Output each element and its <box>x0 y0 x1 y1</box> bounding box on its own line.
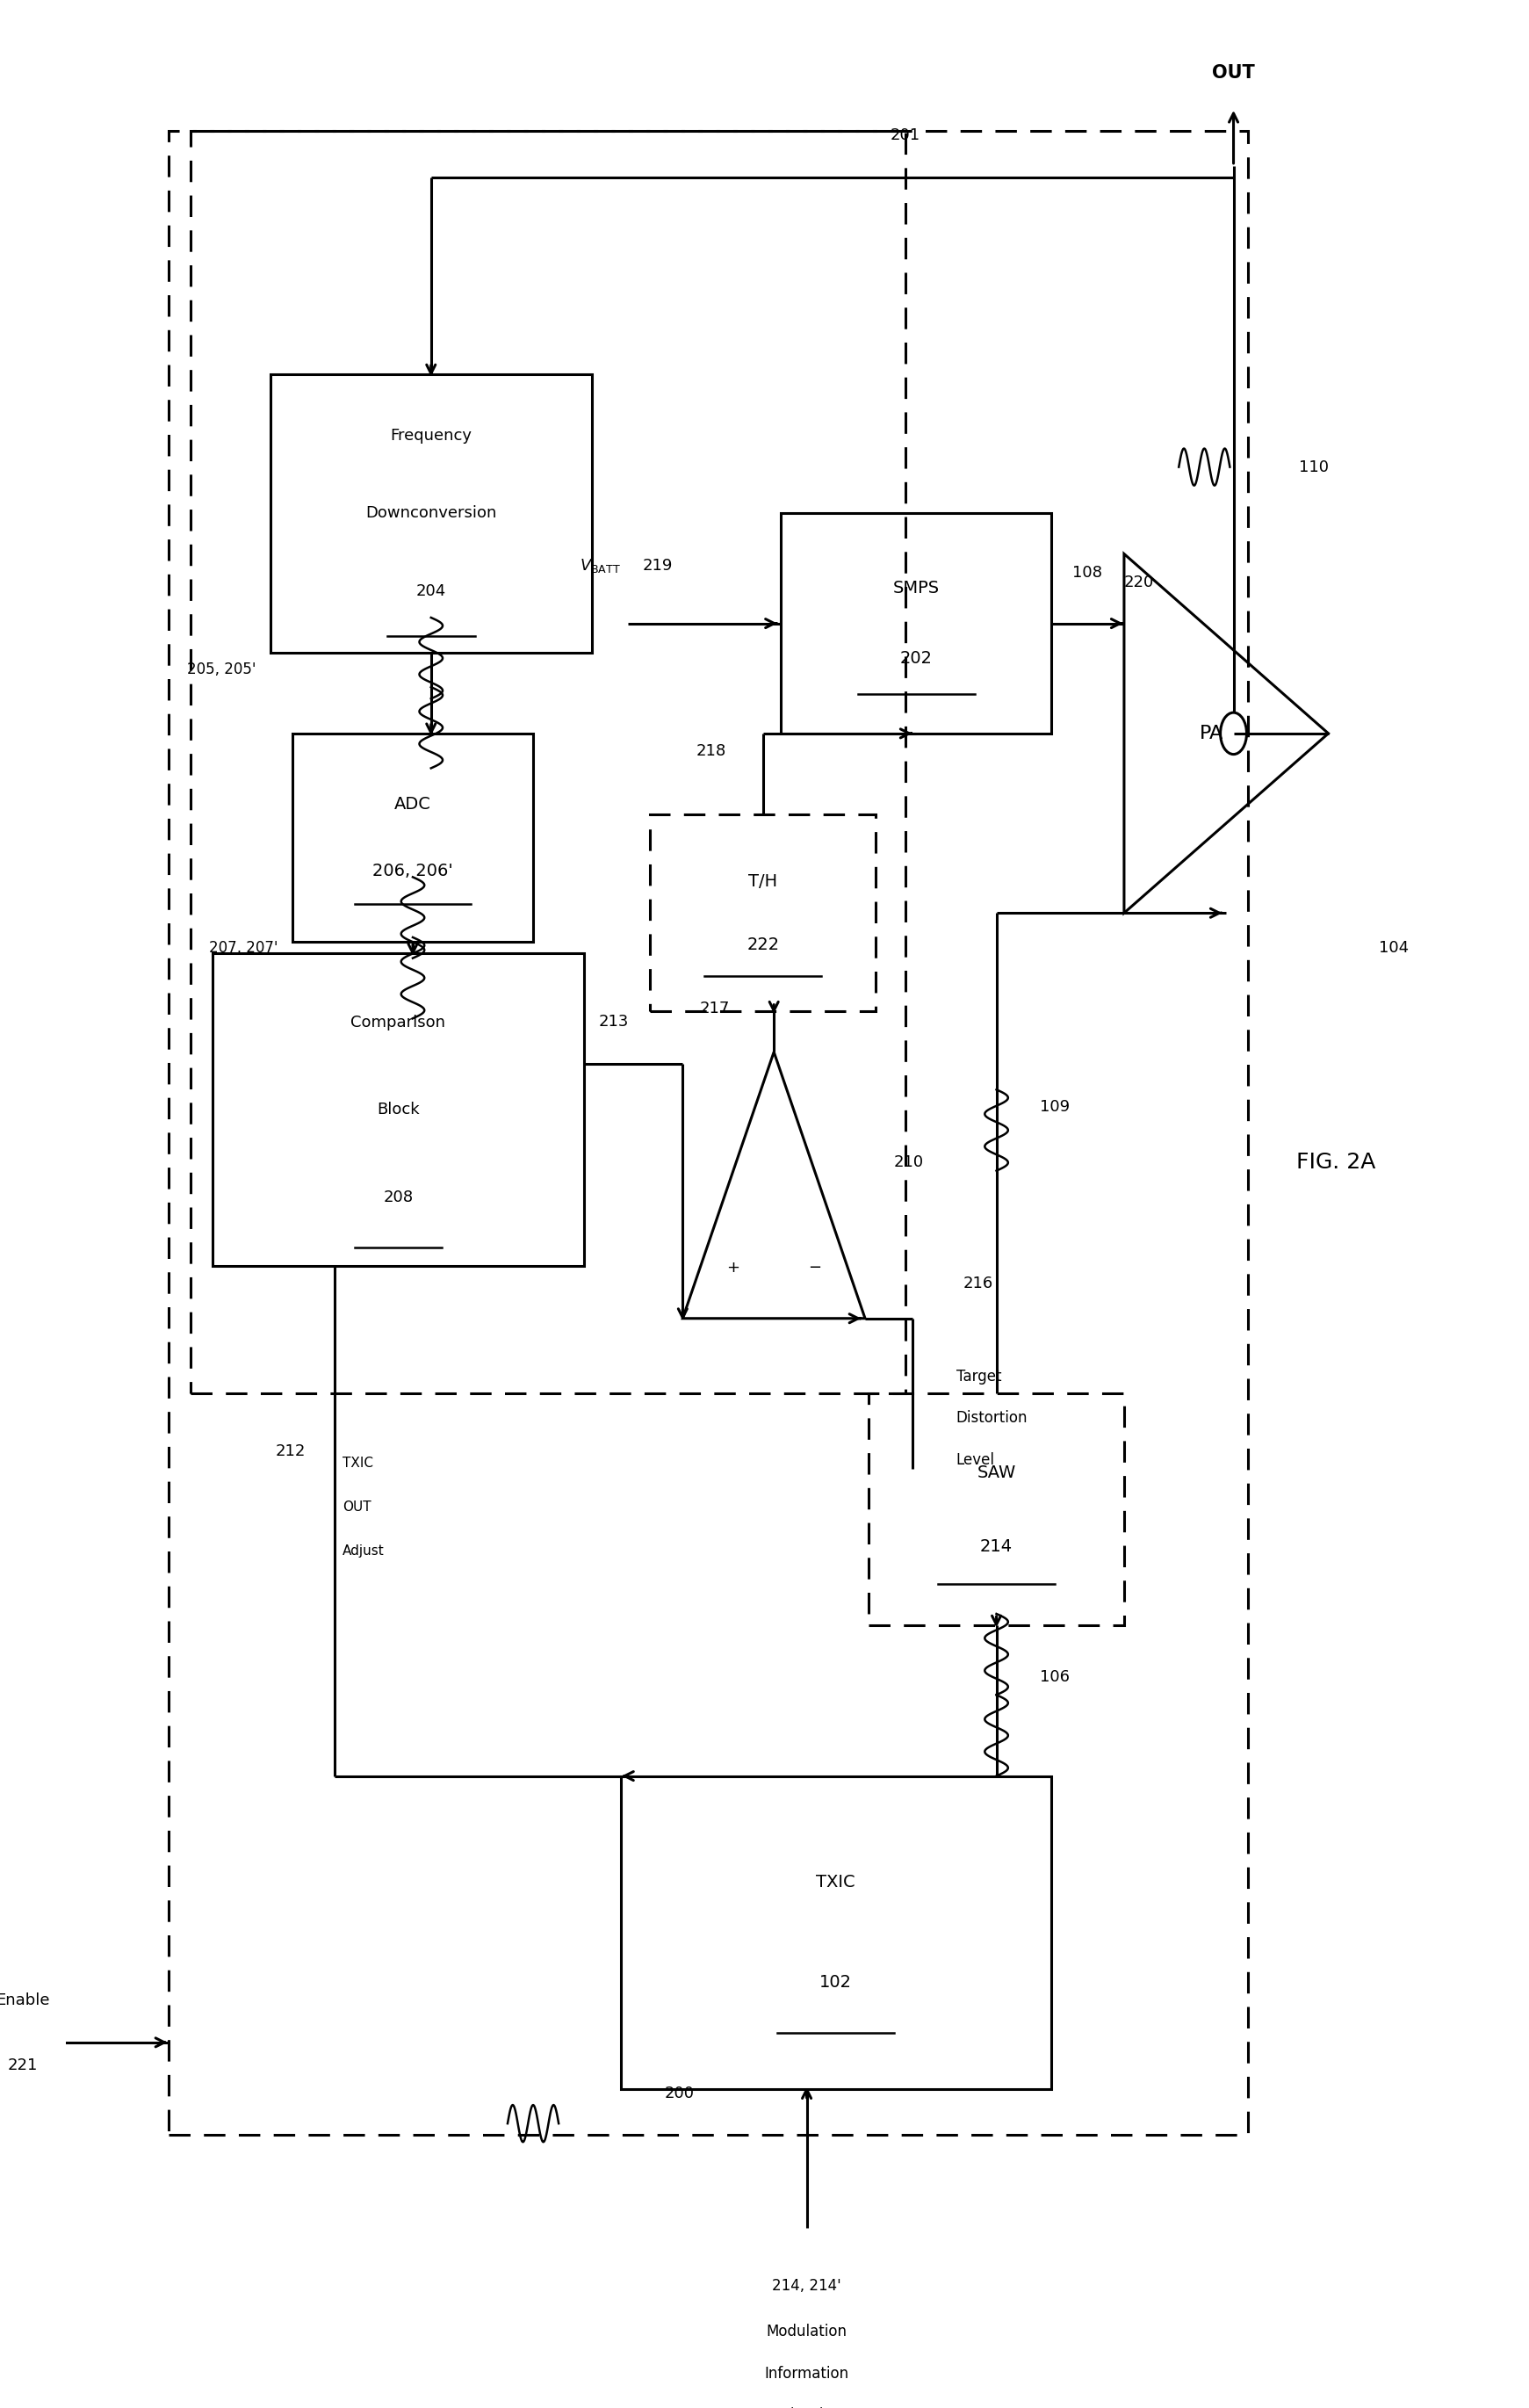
Text: 202: 202 <box>901 650 933 667</box>
Text: 201: 201 <box>890 128 920 144</box>
Text: 219: 219 <box>642 559 673 573</box>
Text: Information: Information <box>764 2365 849 2382</box>
Bar <box>213 954 584 1267</box>
Text: 217: 217 <box>700 1002 731 1016</box>
Text: SMPS: SMPS <box>893 580 939 597</box>
Text: Frequency: Frequency <box>390 429 472 443</box>
Text: 221: 221 <box>8 2059 38 2073</box>
Text: 204: 204 <box>416 583 446 600</box>
Text: 200: 200 <box>664 2085 694 2102</box>
Text: Downconversion: Downconversion <box>365 506 497 520</box>
Text: 218: 218 <box>696 744 726 759</box>
Text: 212: 212 <box>275 1445 306 1459</box>
Bar <box>190 130 905 1394</box>
Text: 207, 207': 207, 207' <box>209 939 278 956</box>
Text: FIG. 2A: FIG. 2A <box>1297 1151 1376 1173</box>
Text: 108: 108 <box>1073 563 1102 580</box>
Text: TXIC: TXIC <box>816 1873 856 1890</box>
Text: 214, 214': 214, 214' <box>772 2278 841 2292</box>
Text: $V_{\mathrm{BATT}}$: $V_{\mathrm{BATT}}$ <box>579 556 621 573</box>
Text: −: − <box>809 1259 821 1276</box>
Text: Block: Block <box>376 1103 419 1117</box>
Bar <box>292 734 534 942</box>
Bar <box>781 513 1050 734</box>
Text: OUT: OUT <box>1212 65 1255 82</box>
Bar <box>650 814 876 1011</box>
Text: 214: 214 <box>980 1539 1012 1556</box>
Text: 106: 106 <box>1040 1669 1070 1686</box>
Bar <box>168 130 1248 2136</box>
Text: ADC: ADC <box>394 797 431 811</box>
Text: Level: Level <box>956 1452 995 1466</box>
Text: 206, 206': 206, 206' <box>373 862 453 879</box>
Text: TXIC: TXIC <box>342 1457 373 1469</box>
Text: 220: 220 <box>1124 576 1154 590</box>
Bar <box>271 373 592 653</box>
Text: Distortion: Distortion <box>956 1411 1027 1426</box>
Text: Enable: Enable <box>0 1994 49 2008</box>
Bar <box>868 1394 1124 1625</box>
Text: SAW: SAW <box>977 1464 1015 1481</box>
Bar <box>621 1777 1050 2088</box>
Text: 222: 222 <box>746 937 780 954</box>
Text: 109: 109 <box>1040 1098 1070 1115</box>
Text: 216: 216 <box>963 1276 994 1291</box>
Text: 205, 205': 205, 205' <box>187 662 255 677</box>
Text: 102: 102 <box>820 1975 852 1991</box>
Text: 104: 104 <box>1379 939 1410 956</box>
Text: Adjust: Adjust <box>342 1544 384 1558</box>
Text: PA: PA <box>1200 725 1223 742</box>
Text: +: + <box>726 1259 740 1276</box>
Text: Modulation: Modulation <box>766 2324 847 2341</box>
Text: 210: 210 <box>894 1153 924 1170</box>
Text: T/H: T/H <box>748 874 777 891</box>
Text: OUT: OUT <box>342 1500 372 1515</box>
Text: 110: 110 <box>1298 460 1329 474</box>
Text: 213: 213 <box>598 1014 628 1031</box>
Text: Target: Target <box>956 1368 1001 1385</box>
Text: Comparison: Comparison <box>350 1014 445 1031</box>
Polygon shape <box>682 1052 865 1320</box>
Polygon shape <box>1124 554 1329 913</box>
Text: 208: 208 <box>384 1190 413 1206</box>
